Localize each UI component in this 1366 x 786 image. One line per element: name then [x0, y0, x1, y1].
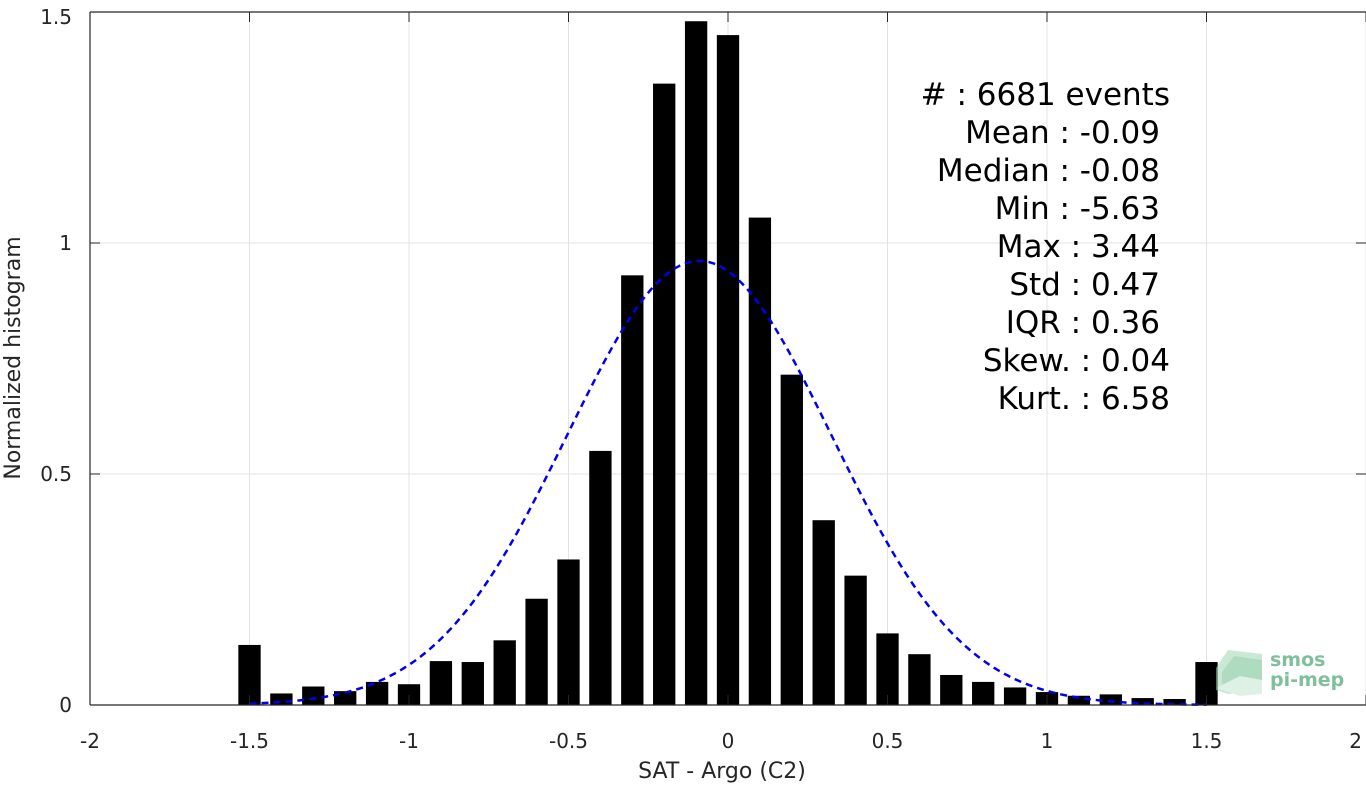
histogram-bar [1195, 662, 1218, 705]
x-tick-label: -2 [80, 729, 100, 753]
histogram-bar [1003, 687, 1027, 705]
histogram-bar [461, 662, 484, 705]
x-tick-label: 0.5 [872, 729, 904, 753]
histogram-bar [748, 217, 772, 705]
histogram-bar [1067, 695, 1091, 705]
logo-text-line2: pi-mep [1270, 669, 1344, 691]
histogram-bar [1099, 694, 1122, 705]
x-tick-label: -1.5 [230, 729, 269, 753]
y-tick-label: 0 [59, 693, 72, 717]
histogram-bar [557, 559, 580, 705]
x-axis-label: SAT - Argo (C2) [638, 759, 806, 784]
histogram-bar [1163, 698, 1186, 705]
y-tick-label: 1.5 [40, 5, 72, 29]
x-tick-labels: -2 -1.5 -1 -0.5 0 0.5 1 1.5 2 [80, 729, 1362, 753]
histogram-bar [716, 35, 740, 706]
y-tick-label: 0.5 [40, 462, 72, 486]
y-tick-label: 1 [59, 231, 72, 255]
stat-line: Skew. : 0.04 [983, 343, 1170, 379]
histogram-bar [653, 83, 676, 706]
stat-line: Min : -5.63 [995, 191, 1160, 227]
histogram-bar [397, 684, 421, 705]
x-tick-label: -1 [399, 729, 419, 753]
stat-line: Mean : -0.09 [965, 115, 1160, 151]
stat-line: Kurt. : 6.58 [998, 381, 1170, 417]
smos-pimep-logo: smos pi-mep [1216, 649, 1344, 696]
x-tick-label: 1 [1041, 729, 1054, 753]
stat-line: Max : 3.44 [997, 229, 1160, 265]
histogram-bar [1131, 698, 1154, 705]
histogram-bar [589, 450, 612, 705]
x-tick-label: 2 [1349, 729, 1362, 753]
y-axis-label: Normalized histogram [1, 236, 26, 479]
stat-line: Median : -0.08 [937, 153, 1160, 189]
stat-line: # : 6681 events [921, 77, 1170, 113]
histogram-bar [908, 654, 931, 705]
x-tick-label: -0.5 [549, 729, 588, 753]
y-tick-labels: 0 0.5 1 1.5 [40, 5, 72, 717]
histogram-bar [365, 681, 389, 705]
histogram-bar [780, 374, 803, 705]
histogram-bar [238, 644, 261, 705]
logo-wave-icon [1216, 650, 1262, 696]
histogram-bar [302, 686, 325, 705]
histogram-bar [684, 21, 708, 706]
logo-text-line1: smos [1270, 649, 1325, 671]
x-tick-label: 1.5 [1191, 729, 1223, 753]
histogram-bar [621, 275, 644, 705]
histogram-bar [812, 520, 835, 705]
histogram-bar [525, 598, 548, 705]
histogram-bar [429, 661, 453, 705]
bars [238, 21, 1218, 706]
histogram-bar [844, 575, 867, 705]
histogram-bar [270, 693, 293, 705]
histogram-bar [972, 681, 995, 705]
stat-line: IQR : 0.36 [1006, 305, 1160, 341]
histogram-bar [876, 633, 899, 705]
stat-line: Std : 0.47 [1009, 267, 1160, 303]
histogram-bar [493, 640, 516, 705]
histogram-bar [940, 674, 963, 705]
axes [89, 11, 1366, 706]
x-tick-label: 0 [722, 729, 735, 753]
